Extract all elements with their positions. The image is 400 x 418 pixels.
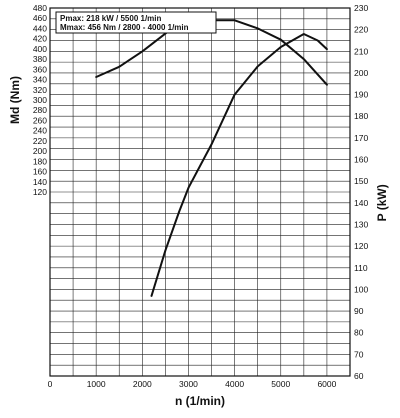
legend-torque-max: Mmax: 456 Nm / 2800 - 4000 1/min [60, 23, 189, 32]
right-tick-label: 220 [354, 25, 368, 35]
x-tick-label: 3000 [179, 379, 198, 389]
left-tick-label: 300 [33, 95, 47, 105]
legend-power-max: Pmax: 218 kW / 5500 1/min [60, 14, 162, 23]
right-tick-label: 100 [354, 284, 368, 294]
left-tick-label: 280 [33, 105, 47, 115]
x-tick-label: 2000 [133, 379, 152, 389]
right-axis-title: P (kW) [375, 184, 389, 221]
left-tick-label: 340 [33, 75, 47, 85]
left-tick-label: 180 [33, 156, 47, 166]
left-tick-label: 420 [33, 34, 47, 44]
left-tick-label: 140 [33, 177, 47, 187]
left-tick-label: 400 [33, 44, 47, 54]
right-tick-label: 210 [354, 46, 368, 56]
right-tick-label: 230 [354, 3, 368, 13]
left-tick-label: 320 [33, 85, 47, 95]
right-tick-label: 140 [354, 198, 368, 208]
left-tick-label: 220 [33, 136, 47, 146]
right-axis-tick-labels: 60 70 80 90 100 110 120 130 140 150 160 170 180 190 20… [354, 3, 368, 381]
left-tick-label: 440 [33, 23, 47, 33]
legend-box: Pmax: 218 kW / 5500 1/min Mmax: 456 Nm /… [55, 11, 217, 34]
right-tick-label: 90 [354, 306, 364, 316]
left-tick-label: 200 [33, 146, 47, 156]
left-tick-label: 380 [33, 54, 47, 64]
left-tick-label: 260 [33, 115, 47, 125]
left-tick-label: 460 [33, 13, 47, 23]
right-tick-label: 130 [354, 219, 368, 229]
right-tick-label: 60 [354, 371, 364, 381]
left-axis-tick-labels: 1201401601802002202402602803003203403603… [33, 3, 47, 197]
right-tick-label: 150 [354, 176, 368, 186]
left-tick-label: 160 [33, 167, 47, 177]
x-tick-label: 5000 [271, 379, 290, 389]
right-tick-label: 170 [354, 133, 368, 143]
right-tick-label: 160 [354, 155, 368, 165]
right-tick-label: 110 [354, 263, 368, 273]
right-tick-label: 200 [354, 68, 368, 78]
right-tick-label: 80 [354, 328, 364, 338]
x-tick-label: 6000 [317, 379, 336, 389]
power-curve [150, 33, 328, 297]
right-tick-label: 70 [354, 349, 364, 359]
legend-frame [55, 11, 217, 34]
left-tick-label: 480 [33, 3, 47, 13]
grid [49, 7, 351, 377]
x-tick-label: 1000 [87, 379, 106, 389]
right-tick-label: 190 [354, 90, 368, 100]
left-tick-label: 360 [33, 64, 47, 74]
right-tick-label: 180 [354, 111, 368, 121]
right-tick-label: 120 [354, 241, 368, 251]
x-tick-label: 0 [48, 379, 53, 389]
left-tick-label: 120 [33, 187, 47, 197]
x-axis-title: n (1/min) [175, 394, 225, 408]
left-tick-label: 240 [33, 126, 47, 136]
x-tick-labels: 0 1000 2000 3000 4000 5000 6000 [48, 379, 337, 389]
left-axis-title: Md (Nm) [8, 76, 22, 124]
plot-frame [49, 7, 351, 377]
x-tick-label: 4000 [225, 379, 244, 389]
